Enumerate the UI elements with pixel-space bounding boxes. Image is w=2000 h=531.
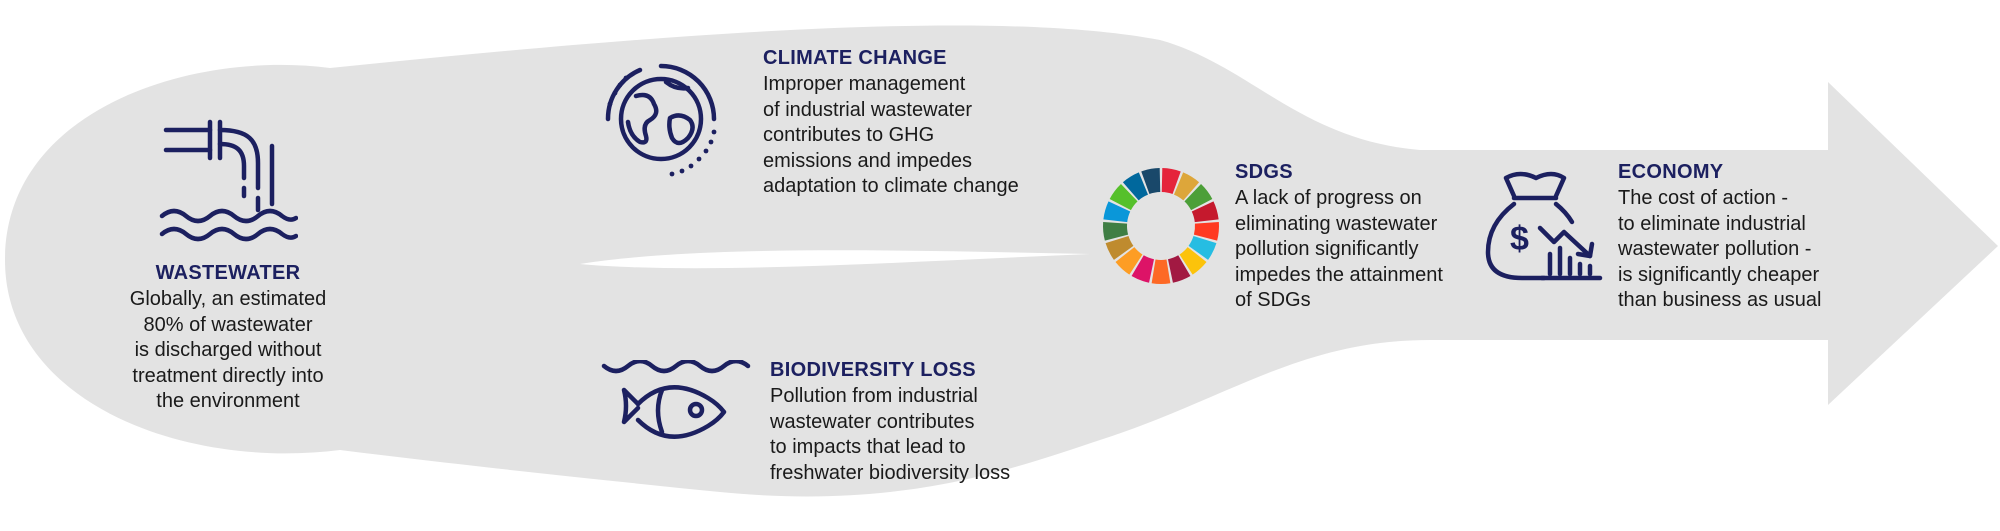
climate-change-line: of industrial wastewater bbox=[763, 98, 972, 121]
wastewater-title: WASTEWATER bbox=[155, 262, 301, 284]
biodiversity-loss-line: wastewater contributes bbox=[770, 410, 975, 433]
sdg-wheel-segment bbox=[1103, 221, 1129, 241]
globe-icon bbox=[605, 63, 717, 177]
climate-change-line: contributes to GHG bbox=[763, 124, 935, 146]
economy-title: ECONOMY bbox=[1618, 161, 1724, 183]
sdg-wheel-segment bbox=[1179, 247, 1207, 275]
sdg-wheel-segment bbox=[1188, 236, 1217, 260]
wastewater-line: the environment bbox=[156, 390, 300, 412]
biodiversity-loss-block: BIODIVERSITY LOSS Pollution from industr… bbox=[770, 358, 1070, 486]
sdgs-line: eliminating wastewater bbox=[1235, 212, 1438, 235]
sdgs-line: impedes the attainment bbox=[1235, 263, 1443, 286]
economy-block: ECONOMY The cost of action - to eliminat… bbox=[1618, 160, 1868, 314]
sdg-wheel-segment bbox=[1151, 259, 1171, 284]
sdgs-line: of SDGs bbox=[1235, 289, 1311, 311]
svg-text:$: $ bbox=[1510, 220, 1529, 258]
economy-line: wastewater pollution - bbox=[1618, 238, 1812, 260]
climate-change-line: emissions and impedes bbox=[763, 149, 972, 172]
sdg-wheel-segment bbox=[1131, 255, 1155, 283]
sdgs-line: A lack of progress on bbox=[1235, 187, 1422, 209]
sdg-wheel-segment bbox=[1103, 201, 1131, 223]
sdg-wheel-segment bbox=[1115, 247, 1143, 275]
sdg-wheel-segment bbox=[1161, 168, 1181, 195]
wastewater-block: WASTEWATER Globally, an estimated 80% of… bbox=[98, 261, 358, 415]
biodiversity-loss-line: to impacts that lead to bbox=[770, 436, 966, 458]
sdg-wheel-segment bbox=[1173, 172, 1200, 201]
wastewater-line: Globally, an estimated bbox=[129, 288, 327, 310]
economy-line: than business as usual bbox=[1618, 289, 1822, 311]
sdg-wheel-icon bbox=[1103, 168, 1219, 284]
money-bag-decline-icon: $ bbox=[1485, 171, 1603, 281]
fish-icon bbox=[601, 360, 751, 439]
wastewater-description: Globally, an estimated 80% of wastewater… bbox=[98, 287, 358, 415]
pipe-discharge-icon bbox=[159, 119, 298, 242]
sdg-wheel-segment bbox=[1122, 172, 1149, 201]
sdg-wheel-segment bbox=[1105, 236, 1134, 260]
economy-line: The cost of action - bbox=[1618, 187, 1789, 209]
climate-change-description: Improper management of industrial wastew… bbox=[763, 72, 1063, 200]
sdg-wheel-segment bbox=[1141, 168, 1161, 195]
sdg-wheel-segment bbox=[1109, 184, 1138, 211]
wastewater-line: 80% of wastewater bbox=[143, 313, 313, 336]
economy-line: to eliminate industrial bbox=[1618, 212, 1806, 235]
wastewater-line: is discharged without bbox=[134, 339, 322, 361]
biodiversity-loss-line: Pollution from industrial bbox=[770, 385, 978, 407]
sdgs-block: SDGS A lack of progress on eliminating w… bbox=[1235, 160, 1485, 314]
climate-change-title: CLIMATE CHANGE bbox=[763, 47, 947, 69]
sdgs-description: A lack of progress on eliminating wastew… bbox=[1235, 186, 1485, 314]
biodiversity-loss-line: freshwater biodiversity loss bbox=[770, 461, 1011, 484]
sdg-wheel-segment bbox=[1184, 184, 1213, 211]
climate-change-line: Improper management bbox=[763, 73, 966, 95]
sdg-wheel-segment bbox=[1193, 221, 1219, 241]
sdgs-line: pollution significantly bbox=[1235, 238, 1419, 260]
sdg-wheel-segment bbox=[1167, 255, 1191, 283]
biodiversity-loss-title: BIODIVERSITY LOSS bbox=[770, 359, 976, 381]
climate-change-line: adaptation to climate change bbox=[763, 175, 1019, 197]
climate-change-block: CLIMATE CHANGE Improper management of in… bbox=[763, 46, 1063, 200]
biodiversity-loss-description: Pollution from industrial wastewater con… bbox=[770, 384, 1070, 486]
sdg-wheel-segment bbox=[1191, 201, 1219, 223]
economy-line: is significantly cheaper bbox=[1618, 263, 1820, 286]
economy-description: The cost of action - to eliminate indust… bbox=[1618, 186, 1868, 314]
sdgs-title: SDGS bbox=[1235, 161, 1293, 183]
wastewater-line: treatment directly into bbox=[132, 364, 324, 387]
arrow-shape bbox=[5, 25, 1998, 497]
